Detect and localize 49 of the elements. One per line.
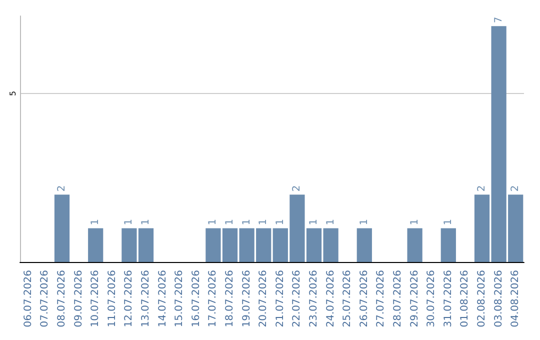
x-tick-label: 31.07.2026 xyxy=(442,270,454,328)
x-tick-label: 04.08.2026 xyxy=(510,270,522,328)
x-tick-label: 17.07.2026 xyxy=(208,270,219,328)
x-tick-label: 10.07.2026 xyxy=(90,270,102,328)
x-tick-label: 30.07.2026 xyxy=(426,270,438,328)
x-tick-label: 02.08.2026 xyxy=(476,270,488,328)
data-label: 1 xyxy=(241,218,252,226)
x-tick-label: 08.07.2026 xyxy=(56,270,68,328)
data-label: 1 xyxy=(124,218,135,226)
x-tick-label: 25.07.2026 xyxy=(342,270,354,328)
x-tick-label: 03.08.2026 xyxy=(493,270,504,328)
x-tick-label: 28.07.2026 xyxy=(392,270,404,328)
x-tick-label: 14.07.2026 xyxy=(157,270,168,328)
data-label: 1 xyxy=(90,218,102,226)
x-tick-label: 13.07.2026 xyxy=(140,270,152,328)
data-label: 1 xyxy=(140,218,152,226)
data-label: 2 xyxy=(56,185,68,192)
x-tick-label: 16.07.2026 xyxy=(190,270,202,328)
data-label: 1 xyxy=(258,218,270,226)
x-tick-label: 15.07.2026 xyxy=(174,270,186,328)
y-tick-label: 5 xyxy=(8,90,18,96)
x-tick-label: 06.07.2026 xyxy=(22,270,34,328)
data-label: 2 xyxy=(510,185,522,192)
x-tick-label: 21.07.2026 xyxy=(274,270,286,328)
x-tick-label: 22.07.2026 xyxy=(292,270,303,328)
x-tick-label: 24.07.2026 xyxy=(325,270,336,328)
x-tick-label: 20.07.2026 xyxy=(258,270,270,328)
x-tick-label: 19.07.2026 xyxy=(241,270,252,328)
x-tick-label: 01.08.2026 xyxy=(460,270,471,328)
data-label: 1 xyxy=(442,218,454,226)
x-tick-label: 09.07.2026 xyxy=(73,270,84,328)
x-tick-label: 29.07.2026 xyxy=(409,270,420,328)
x-tick-label: 27.07.2026 xyxy=(376,270,387,328)
x-tick-label: 26.07.2026 xyxy=(358,270,370,328)
x-tick-label: 12.07.2026 xyxy=(124,270,135,328)
data-label: 1 xyxy=(224,218,236,226)
x-tick-label: 18.07.2026 xyxy=(224,270,236,328)
x-tick-label: 11.07.2026 xyxy=(106,270,118,328)
data-label: 1 xyxy=(274,218,286,226)
data-label: 1 xyxy=(308,218,320,226)
data-label: 1 xyxy=(208,218,219,226)
data-label: 2 xyxy=(476,185,488,192)
data-label: 1 xyxy=(358,218,370,226)
data-label: 7 xyxy=(493,16,504,24)
data-label: 1 xyxy=(325,218,336,226)
x-tick-label: 07.07.2026 xyxy=(40,270,51,328)
data-label: 2 xyxy=(292,185,303,192)
data-label: 1 xyxy=(409,218,420,226)
x-tick-label: 23.07.2026 xyxy=(308,270,320,328)
